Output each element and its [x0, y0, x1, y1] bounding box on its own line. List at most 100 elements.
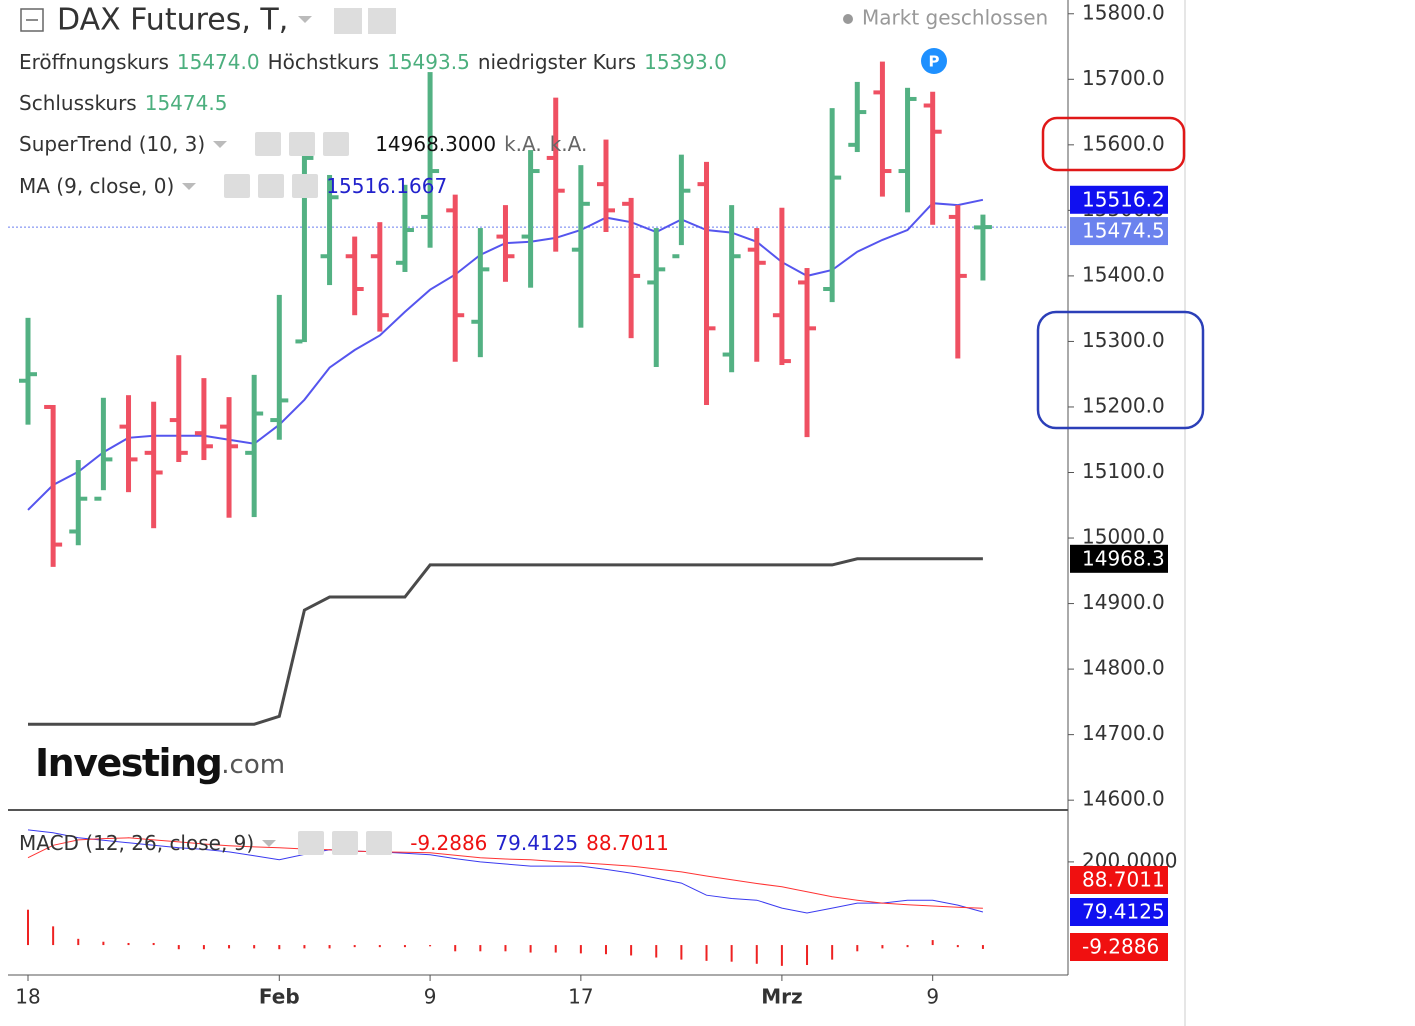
remove-icon[interactable] [366, 831, 393, 855]
settings-icon[interactable] [368, 8, 396, 34]
bar-range [151, 401, 157, 529]
histogram-bar [579, 945, 582, 954]
histogram-bar [27, 909, 29, 946]
bar-range [528, 150, 534, 288]
histogram-bar [127, 942, 130, 946]
marker-icon[interactable] [921, 48, 947, 74]
y-tick-label: 15600.0 [1082, 131, 1165, 155]
remove-icon[interactable] [323, 132, 350, 156]
bar-close [205, 444, 213, 449]
bar-range [905, 87, 911, 213]
bar-close [306, 155, 314, 160]
bar-range [754, 228, 760, 362]
caret[interactable] [182, 182, 197, 190]
bar-open [94, 496, 102, 501]
title-caret[interactable] [298, 16, 312, 23]
bar-open [370, 254, 378, 259]
bar-range [327, 174, 333, 286]
y-tick-label: 15300.0 [1082, 328, 1165, 352]
logo-main: Investing [35, 741, 221, 785]
histogram-bar [253, 945, 256, 949]
histogram-bar [755, 945, 758, 964]
x-tick-label: 17 [568, 985, 593, 1009]
caret[interactable] [262, 839, 277, 847]
bar-open [898, 169, 906, 174]
bar-range [653, 228, 659, 367]
price-badge: 15516.2 [1070, 185, 1168, 214]
legend-supertrend: SuperTrend (10, 3) 14968.3000 k.A. k.A. [19, 132, 587, 156]
histogram-bar [353, 945, 356, 948]
legend-macd: MACD (12, 26, close, 9) -9.2886 79.4125 … [19, 831, 669, 855]
settings-icon[interactable] [258, 174, 285, 198]
histogram-bar [554, 945, 557, 953]
legend-value: 15474.5 [144, 91, 228, 115]
price-badge: 88.7011 [1070, 866, 1168, 894]
settings-icon[interactable] [332, 831, 359, 855]
bar-close [356, 287, 364, 292]
indicator-readout: k.A. [504, 132, 542, 156]
bar-open [596, 182, 604, 187]
bar-open [69, 529, 77, 534]
bar-close [658, 267, 666, 272]
bar-range [452, 194, 458, 362]
annotations: P Investing.com DAX Futures, T, Markt ge… [20, 3, 1205, 785]
x-tick-label: Feb [259, 985, 300, 1009]
bar-close [809, 326, 817, 331]
price-badge-label: 14968.3 [1082, 546, 1165, 570]
bar-close [281, 398, 289, 403]
bar-range [50, 405, 56, 567]
bar-open [295, 339, 303, 344]
collapse-icon[interactable] [20, 8, 44, 32]
market-status: Markt geschlossen [862, 6, 1048, 30]
eye-icon[interactable] [298, 831, 325, 855]
histogram-bar [328, 945, 331, 949]
bar-open [798, 280, 806, 285]
histogram-bar [730, 945, 733, 962]
bar-close [633, 273, 641, 278]
bar-open [672, 254, 680, 259]
remove-icon[interactable] [292, 174, 319, 198]
bar-range [553, 97, 559, 252]
histogram-bar [177, 945, 180, 950]
histogram-bar [102, 941, 105, 946]
eye-icon[interactable] [255, 132, 282, 156]
histogram-bar [303, 945, 306, 949]
y-tick-label: 14600.0 [1082, 787, 1165, 811]
x-tick-label: 9 [424, 985, 437, 1009]
bar-close [381, 313, 389, 318]
bar-close [80, 496, 88, 501]
bar-range [75, 460, 81, 546]
y-tick-label: 14900.0 [1082, 590, 1165, 614]
histogram-bar [680, 945, 683, 960]
overlay-line [28, 557, 983, 726]
eye-icon[interactable] [224, 174, 251, 198]
bar-open [220, 424, 228, 429]
price-badge-box [1070, 217, 1168, 246]
bar-close [406, 228, 414, 233]
caret[interactable] [213, 140, 228, 148]
bar-open [446, 208, 454, 213]
marks: 14600.0 14700.0 14800.0 14900.0 15000.0 15100… [8, 0, 1177, 1009]
price-badge-box [1070, 185, 1168, 214]
bar-open [245, 450, 253, 455]
macd-line [27, 829, 984, 914]
status-dot [843, 14, 853, 24]
indicator-readout: 14968.3000 [375, 132, 497, 156]
bar-close [155, 470, 163, 475]
histogram-bar [52, 926, 55, 946]
bar-close [532, 169, 540, 174]
bar-range [980, 214, 986, 281]
settings-icon[interactable] [289, 132, 316, 156]
eye-icon[interactable] [334, 8, 362, 34]
legend-value: 15493.5 [387, 50, 470, 74]
bar-open [722, 352, 730, 357]
bar-close [783, 359, 791, 364]
bar-close [859, 110, 867, 115]
histogram-bar [881, 945, 884, 949]
bar-close [959, 273, 967, 278]
x-tick-label: 9 [926, 985, 939, 1009]
bar-range [100, 397, 106, 491]
bar-close [557, 188, 565, 193]
bar-close [984, 225, 992, 230]
bar-range [930, 91, 936, 225]
